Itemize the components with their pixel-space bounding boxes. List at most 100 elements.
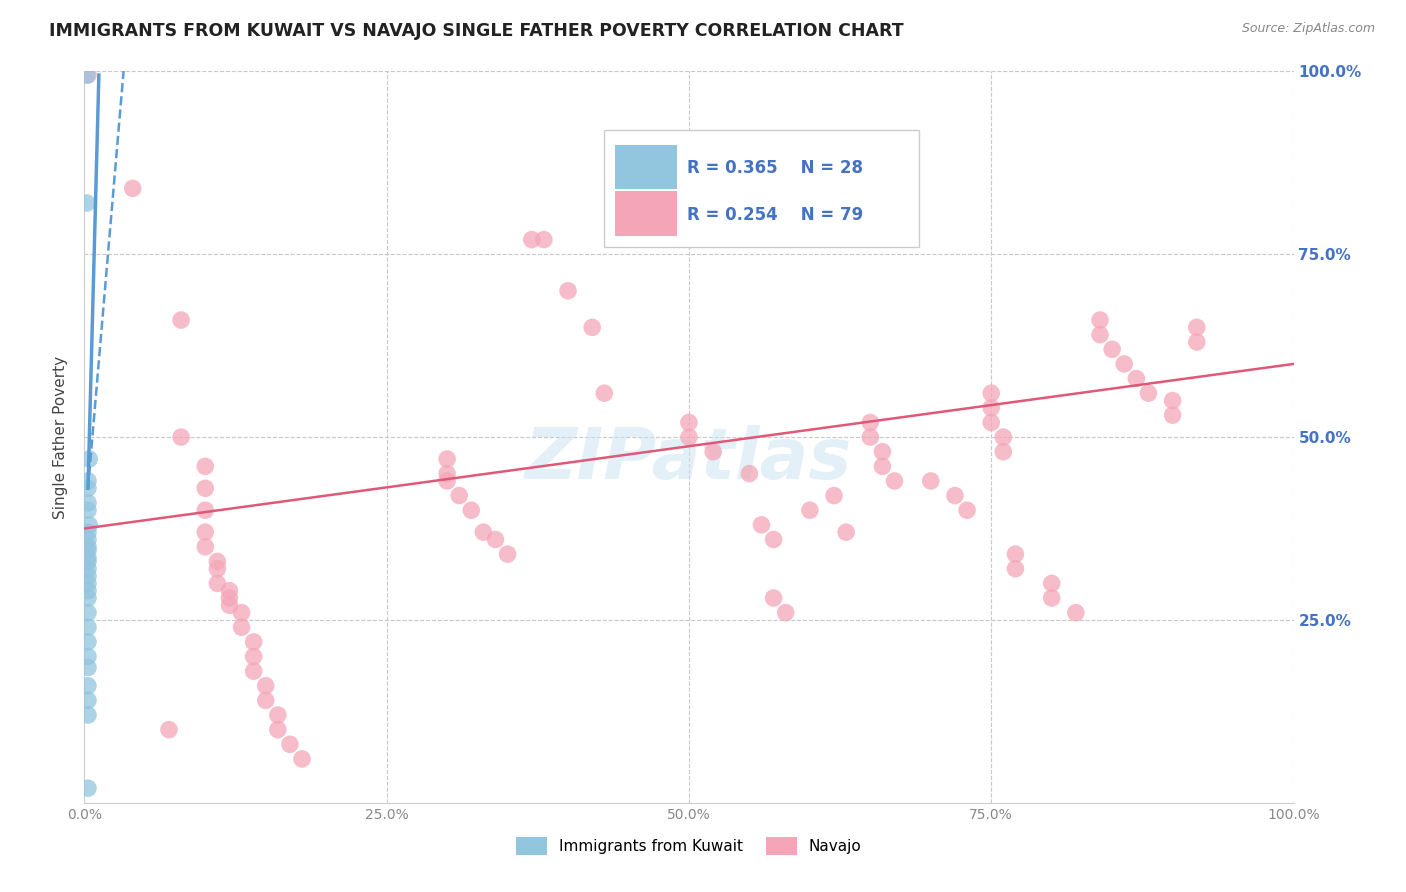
Point bbox=[872, 444, 894, 458]
Point bbox=[678, 430, 700, 444]
Point bbox=[218, 591, 240, 605]
Point bbox=[1161, 408, 1184, 422]
Point bbox=[77, 649, 100, 664]
Point bbox=[194, 481, 217, 495]
Point bbox=[77, 481, 100, 495]
Point bbox=[1088, 313, 1111, 327]
Point bbox=[77, 540, 100, 554]
Point bbox=[460, 503, 482, 517]
Point bbox=[77, 474, 100, 488]
Point bbox=[77, 525, 100, 540]
Text: R = 0.254    N = 79: R = 0.254 N = 79 bbox=[686, 206, 863, 224]
Point bbox=[436, 452, 458, 467]
FancyBboxPatch shape bbox=[616, 145, 676, 189]
Point bbox=[1114, 357, 1136, 371]
Point bbox=[77, 533, 100, 547]
Point bbox=[77, 569, 100, 583]
Point bbox=[449, 489, 471, 503]
Point bbox=[1137, 386, 1160, 401]
Point bbox=[218, 583, 240, 598]
Point bbox=[77, 562, 100, 576]
Text: Source: ZipAtlas.com: Source: ZipAtlas.com bbox=[1241, 22, 1375, 36]
Point bbox=[1004, 547, 1026, 561]
Point bbox=[77, 576, 100, 591]
Point bbox=[980, 416, 1002, 430]
Point bbox=[291, 752, 314, 766]
Point bbox=[980, 401, 1002, 415]
Point bbox=[557, 284, 579, 298]
Point bbox=[799, 503, 821, 517]
Point bbox=[496, 547, 519, 561]
Point bbox=[859, 416, 882, 430]
Point bbox=[157, 723, 180, 737]
Point bbox=[993, 444, 1015, 458]
Point bbox=[77, 583, 100, 598]
Point bbox=[436, 474, 458, 488]
Point bbox=[194, 459, 217, 474]
Point bbox=[207, 576, 229, 591]
Point bbox=[170, 313, 193, 327]
Point bbox=[1004, 562, 1026, 576]
Point bbox=[980, 386, 1002, 401]
Y-axis label: Single Father Poverty: Single Father Poverty bbox=[53, 356, 69, 518]
Point bbox=[1125, 371, 1147, 385]
Point bbox=[1161, 393, 1184, 408]
Point bbox=[77, 708, 100, 723]
Point bbox=[581, 320, 603, 334]
Point bbox=[1101, 343, 1123, 357]
Point bbox=[242, 649, 264, 664]
Point bbox=[76, 196, 98, 211]
Point bbox=[77, 503, 100, 517]
Point bbox=[678, 416, 700, 430]
Point bbox=[1088, 327, 1111, 342]
Point bbox=[1040, 591, 1063, 605]
Point bbox=[77, 693, 100, 707]
Text: IMMIGRANTS FROM KUWAIT VS NAVAJO SINGLE FATHER POVERTY CORRELATION CHART: IMMIGRANTS FROM KUWAIT VS NAVAJO SINGLE … bbox=[49, 22, 904, 40]
Point bbox=[77, 543, 100, 558]
Point bbox=[436, 467, 458, 481]
Point bbox=[77, 554, 100, 568]
FancyBboxPatch shape bbox=[616, 191, 676, 235]
Point bbox=[484, 533, 506, 547]
Point bbox=[77, 517, 100, 532]
Point bbox=[267, 708, 290, 723]
Point bbox=[1040, 576, 1063, 591]
Point bbox=[194, 525, 217, 540]
Legend: Immigrants from Kuwait, Navajo: Immigrants from Kuwait, Navajo bbox=[510, 831, 868, 861]
Point bbox=[751, 517, 773, 532]
Point bbox=[762, 591, 785, 605]
Point bbox=[218, 599, 240, 613]
Point bbox=[883, 474, 905, 488]
Point bbox=[267, 723, 290, 737]
Text: ZIPatlas: ZIPatlas bbox=[526, 425, 852, 493]
Point bbox=[77, 679, 100, 693]
Point bbox=[823, 489, 845, 503]
Point bbox=[76, 68, 98, 82]
Point bbox=[242, 635, 264, 649]
Point bbox=[472, 525, 495, 540]
Point bbox=[121, 181, 143, 195]
Point bbox=[1185, 320, 1208, 334]
Point bbox=[920, 474, 942, 488]
Point bbox=[194, 503, 217, 517]
Point bbox=[702, 444, 724, 458]
Point bbox=[1185, 334, 1208, 349]
Point bbox=[207, 562, 229, 576]
Point bbox=[77, 452, 100, 467]
Point bbox=[738, 467, 761, 481]
Point bbox=[872, 459, 894, 474]
Point bbox=[242, 664, 264, 678]
Point bbox=[956, 503, 979, 517]
Point bbox=[77, 660, 100, 674]
Point bbox=[207, 554, 229, 568]
Point bbox=[278, 737, 301, 751]
Point bbox=[533, 233, 555, 247]
Point bbox=[835, 525, 858, 540]
Point bbox=[231, 606, 253, 620]
Point bbox=[254, 679, 277, 693]
Point bbox=[1064, 606, 1087, 620]
Point bbox=[77, 635, 100, 649]
Point bbox=[943, 489, 966, 503]
Point bbox=[77, 620, 100, 634]
Point bbox=[77, 496, 100, 510]
